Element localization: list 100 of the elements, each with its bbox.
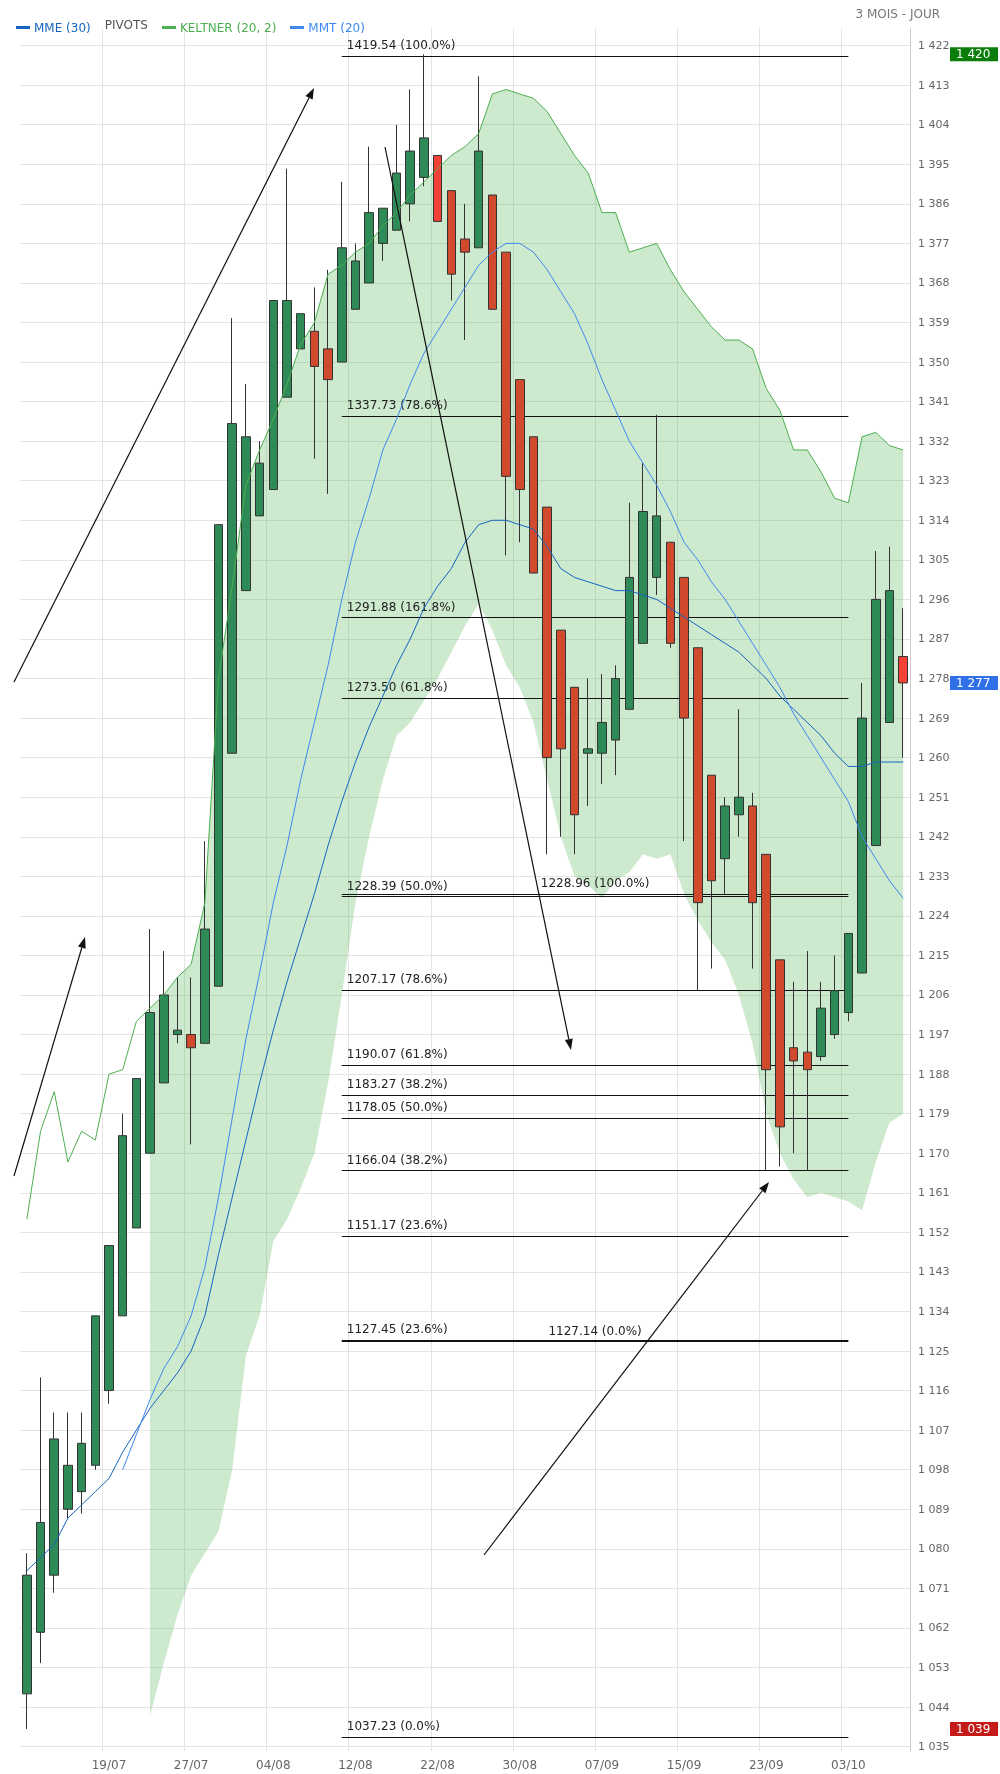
y-tick-label: 1 296 <box>918 592 950 606</box>
candlestick <box>871 550 881 847</box>
candlestick <box>474 75 483 249</box>
candlestick <box>282 168 292 398</box>
candlestick <box>501 251 511 556</box>
legend-label: MME (30) <box>33 20 91 35</box>
y-tick-label: 1 269 <box>918 711 950 725</box>
candlestick <box>405 89 415 222</box>
candlestick <box>734 708 744 838</box>
y-tick-label: 1 089 <box>918 1502 950 1516</box>
y-tick-label: 1 197 <box>918 1028 950 1042</box>
candlestick <box>679 576 689 842</box>
x-tick-label: 15/09 <box>666 1758 702 1772</box>
candlestick <box>789 981 798 1154</box>
text: 1 277 <box>956 675 991 690</box>
candlestick <box>173 976 182 1044</box>
ref-line-label: 1273.50 (61.8%) <box>346 680 448 695</box>
line-series <box>26 89 904 1220</box>
y-tick-label: 1 206 <box>918 988 950 1002</box>
candlestick <box>857 682 867 974</box>
text: 1 420 <box>956 47 991 62</box>
y-tick-label: 1 278 <box>918 672 950 686</box>
candlestick <box>529 436 538 574</box>
candlestick <box>625 502 634 710</box>
y-tick-label: 1 134 <box>918 1304 950 1318</box>
x-tick-label: 04/08 <box>256 1758 291 1772</box>
candlestick <box>132 1078 141 1229</box>
candlestick <box>844 932 853 1022</box>
y-tick-label: 1 062 <box>918 1621 950 1635</box>
candlestick <box>803 950 812 1172</box>
x-tick-label: 22/08 <box>420 1758 455 1772</box>
candlestick <box>460 203 470 341</box>
y-tick-label: 1 332 <box>918 434 950 448</box>
candlestick <box>583 678 593 807</box>
y-tick-label: 1 233 <box>918 869 950 883</box>
candlestick <box>707 774 716 970</box>
y-tick-label: 1 413 <box>918 78 950 92</box>
y-tick-label: 1 314 <box>918 513 950 527</box>
candlestick <box>364 146 374 284</box>
y-tick-label: 1 161 <box>918 1186 950 1200</box>
y-tick-label: 1 368 <box>918 276 950 290</box>
candlestick <box>488 194 497 310</box>
x-tick-label: 07/09 <box>584 1758 620 1772</box>
candlestick <box>885 546 894 723</box>
y-tick-label: 1 359 <box>918 315 950 329</box>
candlestick <box>666 541 675 649</box>
ref-line-label: 1291.88 (161.8%) <box>346 599 456 614</box>
y-tick-label: 1 377 <box>918 236 950 250</box>
candlestick <box>63 1412 73 1519</box>
candlestick <box>447 190 456 302</box>
ref-line-label: 1127.45 (23.6%) <box>346 1322 448 1337</box>
candlestick <box>269 300 278 491</box>
y-tick-label: 1 080 <box>918 1542 950 1556</box>
candlestick <box>337 181 347 363</box>
candlestick <box>104 1245 114 1405</box>
candlestick <box>186 976 196 1145</box>
candlestick <box>515 379 525 543</box>
y-tick-label: 1 260 <box>918 751 950 765</box>
candlestick <box>255 440 264 517</box>
x-tick-label: 30/08 <box>502 1758 538 1772</box>
candlestick <box>351 242 360 310</box>
y-tick-label: 1 188 <box>918 1067 950 1081</box>
y-tick-label: 1 152 <box>918 1225 950 1239</box>
y-tick-label: 1 125 <box>918 1344 950 1358</box>
candlestick <box>638 462 648 644</box>
candlestick <box>91 1315 100 1471</box>
y-tick-label: 1 215 <box>918 948 950 962</box>
candlestick <box>542 506 552 855</box>
ref-line-label: 1037.23 (0.0%) <box>346 1718 441 1733</box>
annotation: PIVOTS <box>104 18 148 32</box>
legend-label: KELTNER (20, 2) <box>178 20 277 35</box>
candlestick <box>241 383 251 592</box>
candlestick <box>761 853 771 1172</box>
ref-line-label: 1419.54 (100.0%) <box>346 38 456 53</box>
candlestick <box>378 207 388 262</box>
candlestick <box>693 647 703 992</box>
y-tick-label: 1 341 <box>918 395 950 409</box>
ref-line-label: 1178.05 (50.0%) <box>346 1099 448 1114</box>
candlestick <box>323 269 333 495</box>
x-tick-label: 27/07 <box>173 1758 209 1772</box>
y-tick-label: 1 143 <box>918 1265 950 1279</box>
candlestick <box>720 796 730 895</box>
ref-line-label: 1127.14 (0.0%) <box>548 1323 642 1338</box>
y-tick-label: 1 035 <box>918 1740 950 1754</box>
x-tick-label: 19/07 <box>91 1758 127 1772</box>
candlestick <box>227 317 237 754</box>
ref-line-label: 1190.07 (61.8%) <box>346 1047 448 1062</box>
candlestick <box>36 1376 45 1664</box>
line-series <box>122 242 904 1471</box>
ref-line-label: 1166.04 (38.2%) <box>346 1152 448 1167</box>
ref-line-label: 1183.27 (38.2%) <box>346 1076 448 1091</box>
candlestick <box>118 1113 127 1317</box>
y-tick-label: 1 404 <box>918 118 950 132</box>
y-tick-label: 1 179 <box>918 1107 950 1121</box>
y-tick-label: 1 242 <box>918 830 950 844</box>
y-tick-label: 1 251 <box>918 790 950 804</box>
y-tick-label: 1 098 <box>918 1463 950 1477</box>
candlestick <box>775 959 785 1167</box>
chart-subtitle: 3 MOIS - JOUR <box>855 7 940 21</box>
ref-line-label: 1151.17 (23.6%) <box>346 1217 448 1232</box>
